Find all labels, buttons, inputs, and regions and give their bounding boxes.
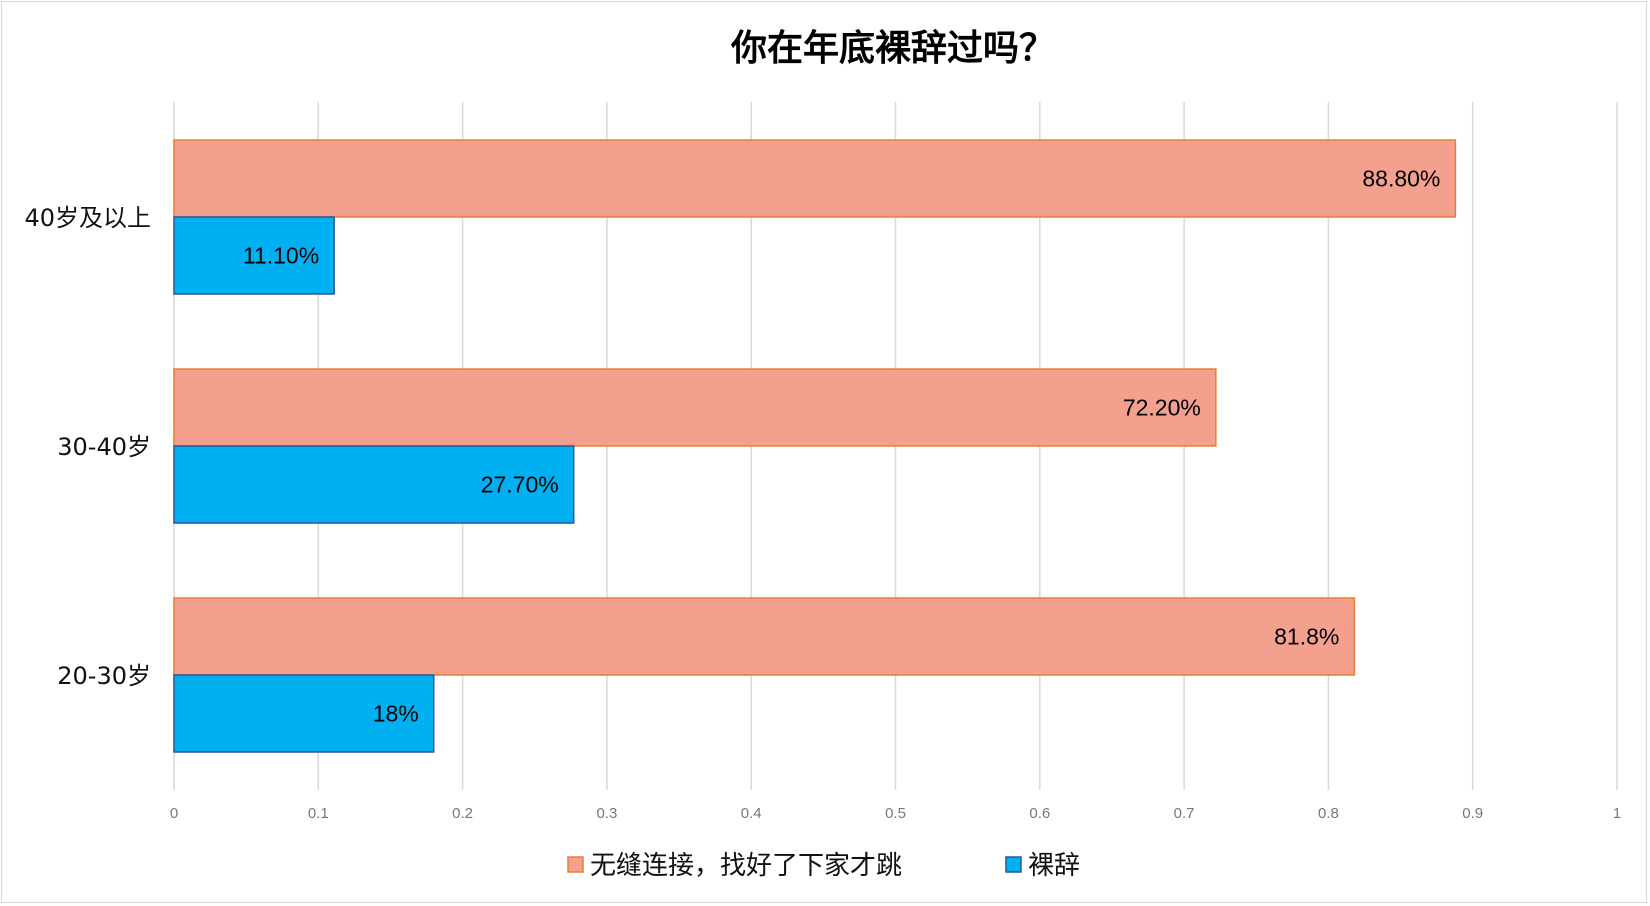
legend-swatch xyxy=(567,856,584,873)
bar-naked-resign xyxy=(173,674,435,753)
bar-seamless xyxy=(173,139,1457,218)
bar-naked-resign xyxy=(173,445,575,524)
bars: 88.80% 11.10% 72.20% 27.70% 81.8% 18% xyxy=(173,139,1457,753)
category-label: 40岁及以上 xyxy=(24,204,151,232)
legend-label: 裸辞 xyxy=(1028,851,1080,881)
data-label: 81.8% xyxy=(1274,624,1339,650)
data-label: 88.80% xyxy=(1362,166,1440,192)
chart-title: 你在年底裸辞过吗？ xyxy=(730,28,1055,69)
x-tick-label: 0.2 xyxy=(452,805,473,822)
bar-naked-resign xyxy=(173,216,335,295)
x-tick-label: 0.5 xyxy=(885,805,906,822)
x-axis-ticks: 0 0.1 0.2 0.3 0.4 0.5 0.6 0.7 0.8 0.9 1 xyxy=(170,805,1621,822)
x-tick-label: 0.1 xyxy=(308,805,329,822)
x-tick-label: 0.6 xyxy=(1029,805,1050,822)
data-label: 18% xyxy=(373,701,419,727)
legend-label: 无缝连接，找好了下家才跳 xyxy=(590,851,902,881)
x-tick-label: 1 xyxy=(1613,805,1621,822)
data-label: 11.10% xyxy=(243,243,319,269)
x-tick-label: 0.9 xyxy=(1462,805,1483,822)
legend-swatch xyxy=(1005,856,1022,873)
category-label: 30-40岁 xyxy=(57,433,151,461)
category-label: 20-30岁 xyxy=(57,662,151,690)
x-tick-label: 0.7 xyxy=(1174,805,1195,822)
legend: 无缝连接，找好了下家才跳 裸辞 xyxy=(567,851,1080,881)
x-tick-label: 0 xyxy=(170,805,178,822)
bar-seamless xyxy=(173,597,1356,676)
data-label: 72.20% xyxy=(1123,395,1201,421)
x-tick-label: 0.4 xyxy=(741,805,762,822)
bar-seamless xyxy=(173,368,1217,447)
x-tick-label: 0.3 xyxy=(596,805,617,822)
x-tick-label: 0.8 xyxy=(1318,805,1339,822)
y-axis-categories: 40岁及以上 30-40岁 20-30岁 xyxy=(24,204,151,690)
data-label: 27.70% xyxy=(481,472,559,498)
